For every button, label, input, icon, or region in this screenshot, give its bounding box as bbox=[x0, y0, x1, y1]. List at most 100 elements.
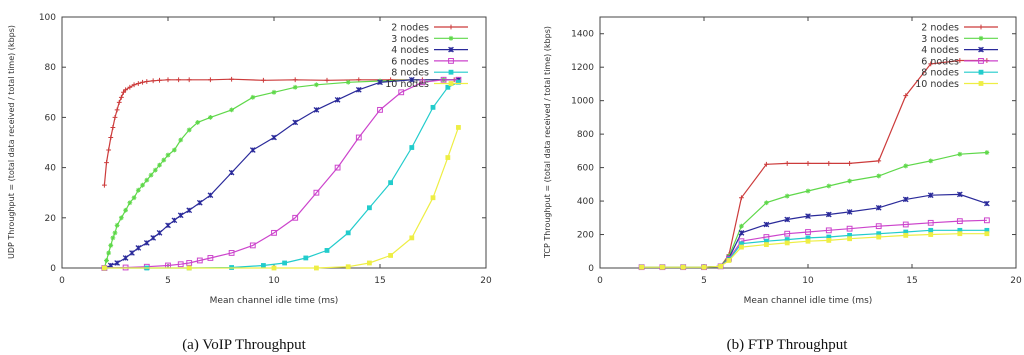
data-point bbox=[984, 200, 990, 207]
legend-label: 3 nodes bbox=[391, 34, 429, 45]
data-point bbox=[114, 260, 120, 266]
data-point bbox=[826, 234, 832, 240]
data-point bbox=[171, 217, 178, 224]
data-point bbox=[102, 182, 107, 188]
data-point bbox=[271, 229, 277, 236]
y-tick-label: 800 bbox=[577, 130, 594, 140]
legend-label: 8 nodes bbox=[921, 68, 959, 79]
data-point bbox=[144, 177, 150, 183]
data-point bbox=[106, 250, 112, 256]
data-point bbox=[140, 182, 145, 188]
data-point bbox=[367, 205, 372, 211]
data-point bbox=[680, 264, 686, 270]
data-point bbox=[903, 163, 909, 169]
y-tick-label: 400 bbox=[577, 197, 594, 207]
series-line bbox=[104, 81, 459, 269]
data-point bbox=[928, 158, 934, 164]
data-point bbox=[847, 236, 852, 242]
series-line bbox=[641, 229, 987, 268]
legend-label: 2 nodes bbox=[391, 23, 429, 34]
series-line bbox=[104, 79, 459, 269]
data-point bbox=[131, 195, 137, 201]
data-point bbox=[114, 107, 120, 113]
data-point bbox=[983, 217, 990, 224]
data-point bbox=[784, 240, 790, 246]
data-point bbox=[388, 253, 393, 258]
legend-marker bbox=[448, 69, 454, 75]
data-point bbox=[876, 173, 882, 179]
data-point bbox=[639, 264, 644, 270]
legend-marker bbox=[448, 46, 454, 53]
series-10-nodes bbox=[639, 231, 990, 270]
data-point bbox=[903, 229, 909, 235]
data-point bbox=[345, 264, 351, 270]
data-point bbox=[314, 82, 319, 88]
data-point bbox=[292, 214, 299, 221]
data-point bbox=[876, 234, 882, 240]
data-point bbox=[271, 134, 277, 141]
data-point bbox=[984, 150, 990, 155]
data-point bbox=[165, 222, 171, 229]
data-point bbox=[334, 164, 341, 171]
data-point bbox=[118, 94, 124, 100]
data-point bbox=[847, 178, 852, 184]
data-point bbox=[196, 257, 203, 264]
data-point bbox=[334, 96, 341, 103]
data-point bbox=[784, 161, 790, 166]
data-point bbox=[292, 119, 299, 126]
data-point bbox=[249, 242, 256, 249]
data-point bbox=[660, 264, 665, 270]
data-point bbox=[186, 77, 192, 83]
data-point bbox=[292, 77, 298, 83]
data-point bbox=[847, 161, 852, 166]
data-point bbox=[388, 180, 393, 186]
data-point bbox=[121, 89, 126, 95]
y-tick-label: 60 bbox=[45, 113, 57, 123]
data-point bbox=[739, 244, 744, 250]
series-line bbox=[103, 79, 459, 269]
legend-label: 2 nodes bbox=[921, 23, 959, 34]
data-point bbox=[150, 235, 157, 241]
data-point bbox=[123, 87, 128, 93]
data-point bbox=[112, 230, 118, 236]
data-point bbox=[186, 207, 193, 214]
data-point bbox=[271, 89, 277, 95]
series-4-nodes bbox=[101, 76, 462, 271]
data-point bbox=[956, 191, 963, 198]
data-point bbox=[825, 211, 832, 218]
data-point bbox=[110, 125, 116, 130]
data-point bbox=[846, 225, 853, 232]
data-point bbox=[826, 237, 832, 243]
data-point bbox=[135, 81, 141, 86]
data-point bbox=[984, 227, 990, 233]
legend-label: 3 nodes bbox=[921, 34, 959, 45]
y-tick-label: 0 bbox=[50, 264, 56, 274]
data-point bbox=[196, 199, 203, 206]
data-point bbox=[928, 227, 934, 233]
data-point bbox=[956, 218, 963, 225]
y-tick-label: 1400 bbox=[571, 30, 594, 40]
data-point bbox=[314, 265, 319, 271]
data-point bbox=[177, 261, 184, 268]
legend-label: 4 nodes bbox=[921, 45, 959, 56]
legend-marker bbox=[978, 58, 984, 64]
data-point bbox=[440, 76, 447, 83]
x-tick-label: 5 bbox=[701, 276, 707, 286]
data-point bbox=[140, 79, 145, 85]
data-point bbox=[122, 255, 129, 261]
data-point bbox=[739, 195, 744, 201]
data-point bbox=[207, 192, 214, 199]
data-point bbox=[228, 169, 235, 176]
data-point bbox=[764, 161, 769, 167]
data-point bbox=[152, 167, 158, 173]
data-point bbox=[805, 235, 811, 241]
data-point bbox=[805, 161, 811, 166]
data-point bbox=[984, 231, 990, 237]
data-point bbox=[186, 127, 192, 133]
data-point bbox=[324, 248, 330, 253]
data-point bbox=[927, 219, 934, 226]
data-point bbox=[738, 230, 745, 236]
data-point bbox=[456, 125, 461, 130]
